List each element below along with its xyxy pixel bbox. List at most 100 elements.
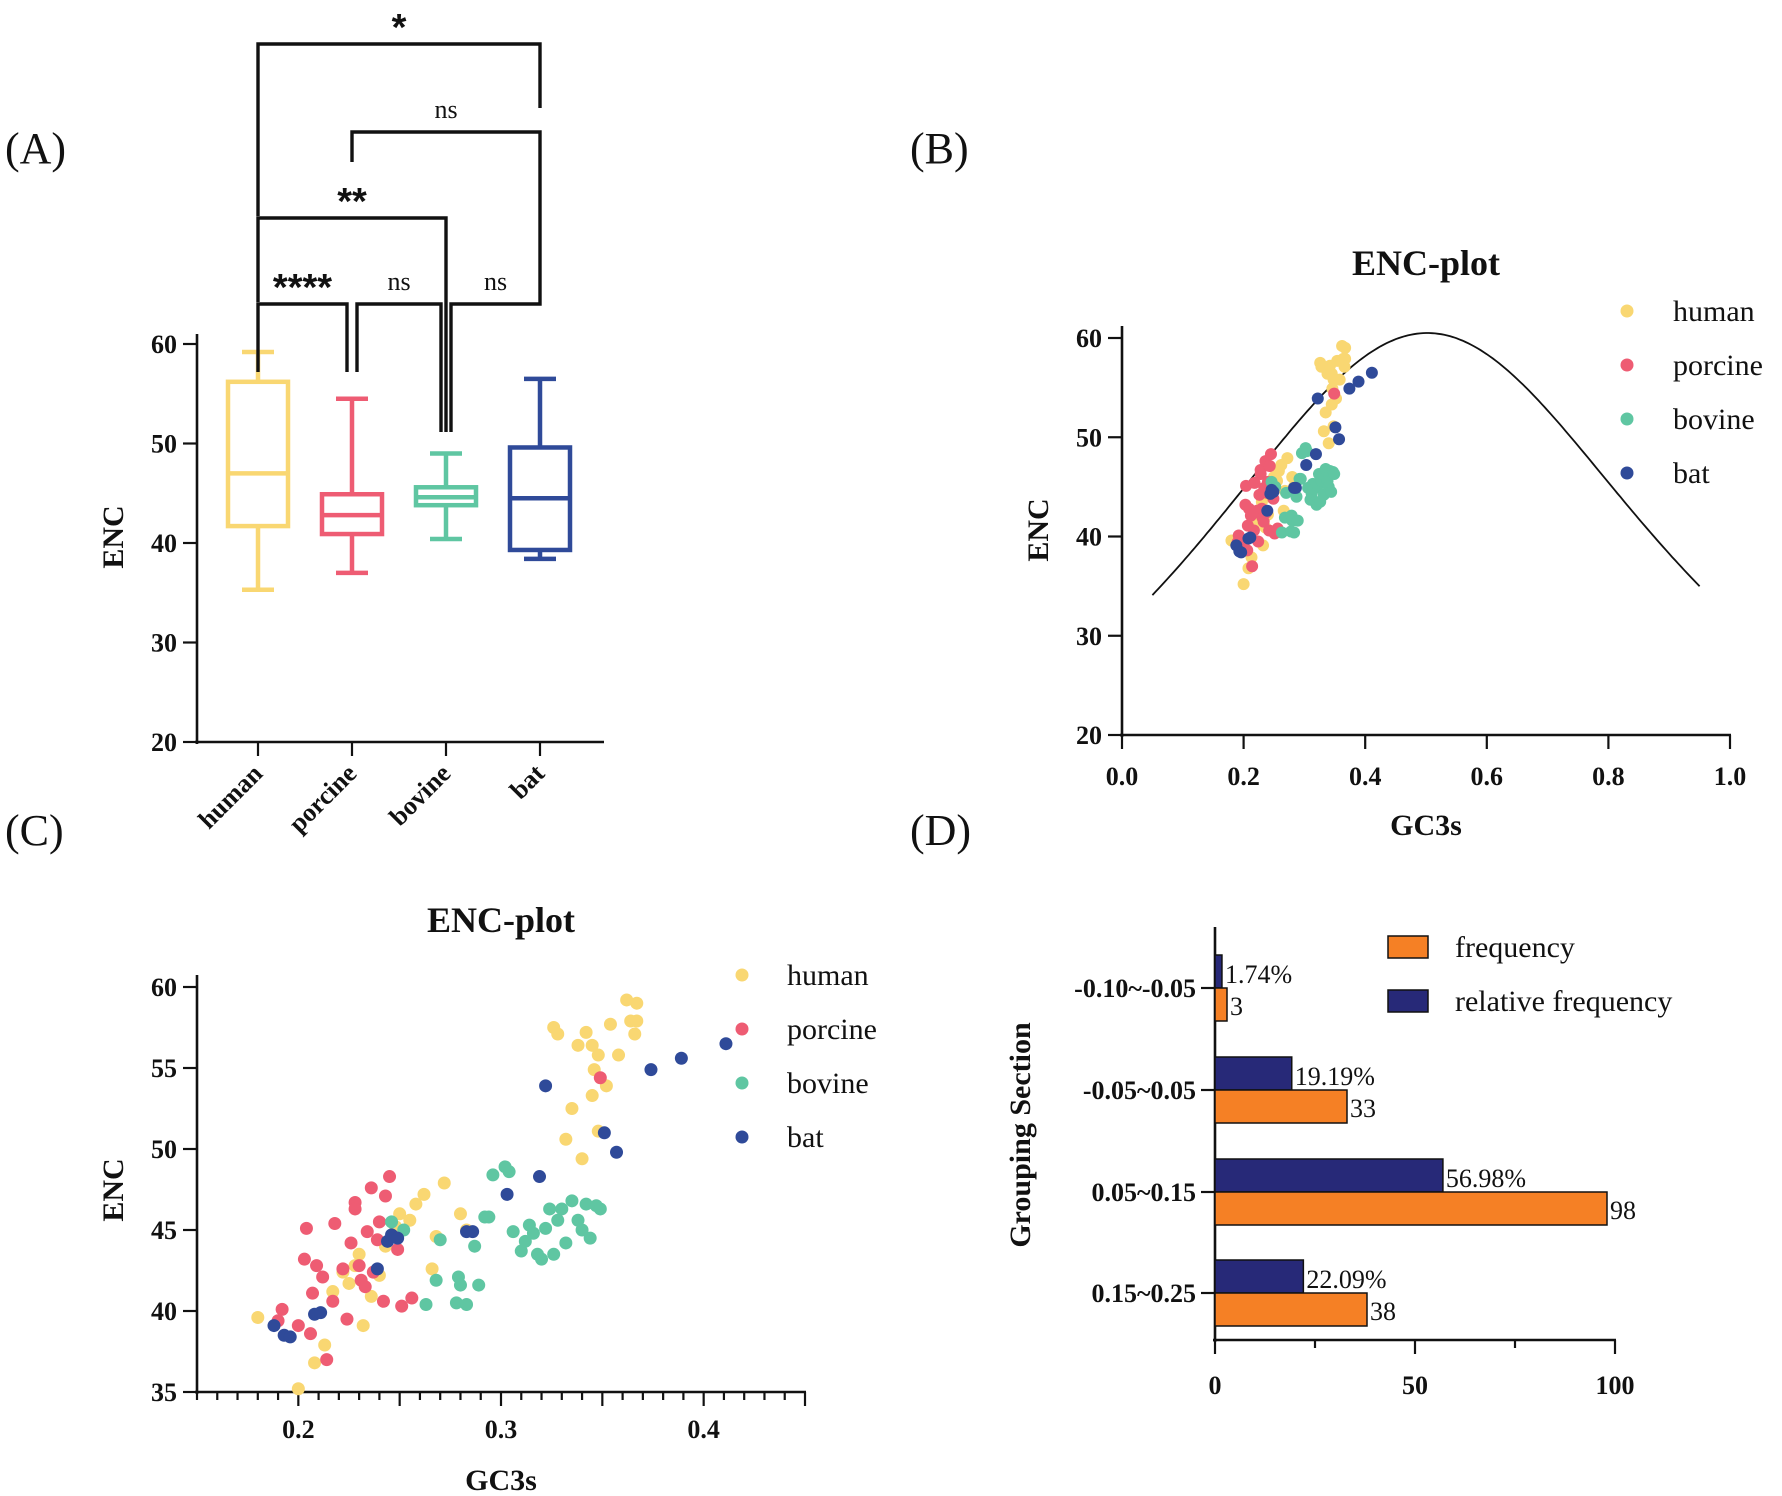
data-point	[1339, 352, 1352, 365]
data-label-frequency: 98	[1610, 1196, 1636, 1225]
data-point	[486, 1168, 500, 1182]
x-tick-label: 0.6	[1471, 762, 1504, 791]
data-point	[1264, 448, 1277, 461]
data-point	[342, 1276, 356, 1290]
data-point	[1328, 467, 1341, 480]
data-point	[565, 1194, 579, 1208]
legend-label-bat: bat	[787, 1121, 824, 1154]
y-tick-label: -0.05~0.05	[1083, 1076, 1196, 1105]
bar-frequency	[1214, 1292, 1368, 1327]
box-iqr	[225, 379, 291, 529]
y-tick-label: 40	[151, 529, 177, 558]
y-tick-label: 30	[151, 629, 177, 658]
data-point	[628, 1027, 642, 1041]
data-point	[453, 1278, 467, 1292]
series-porcine	[271, 1071, 607, 1367]
data-point	[376, 1294, 390, 1308]
y-tick-label: 60	[151, 330, 177, 359]
data-point	[1288, 526, 1301, 539]
significance-bracket	[256, 302, 349, 372]
data-point	[620, 993, 634, 1007]
data-point	[326, 1294, 340, 1308]
data-point	[348, 1202, 362, 1216]
x-tick-label: human	[193, 758, 269, 834]
data-label-relative-frequency: 22.09%	[1306, 1265, 1386, 1294]
significance-label: **	[337, 181, 367, 223]
data-point	[674, 1051, 688, 1065]
significance-bracket	[256, 42, 542, 216]
data-point	[433, 1233, 447, 1247]
panel-b: (B) 20 30 40 50 60 0.0 0.2 0.4 0.6 0.8 1.0 ENC-plot G…	[910, 124, 1763, 842]
data-point	[299, 1221, 313, 1235]
data-point	[425, 1262, 439, 1276]
data-point	[429, 1273, 443, 1287]
data-point	[1289, 481, 1302, 494]
data-point	[575, 1152, 589, 1166]
bar-frequency	[1214, 1089, 1348, 1124]
data-point	[1235, 546, 1248, 559]
legend-label: relative frequency	[1455, 985, 1672, 1018]
data-point	[1309, 448, 1322, 461]
data-point	[644, 1063, 658, 1077]
data-point	[391, 1231, 405, 1245]
x-tick-label: 0.8	[1592, 762, 1625, 791]
significance-label: ****	[273, 267, 332, 309]
data-point	[1281, 452, 1294, 465]
data-point	[603, 1017, 617, 1031]
data-point	[559, 1132, 573, 1146]
data-point	[591, 1048, 605, 1062]
legend-label-bovine: bovine	[787, 1067, 869, 1100]
data-point	[460, 1298, 474, 1312]
series-bat	[267, 1037, 733, 1344]
x-tick-label: 0.3	[485, 1415, 518, 1444]
data-point	[303, 1327, 317, 1341]
data-point	[543, 1202, 557, 1216]
data-point	[1329, 421, 1342, 434]
legend-label-bat: bat	[1673, 457, 1710, 490]
data-point	[306, 1286, 320, 1300]
panel-label: (D)	[910, 806, 971, 855]
x-axis-label: GC3s	[1390, 809, 1462, 842]
y-axis-label: Grouping Section	[1004, 1022, 1037, 1248]
data-point	[437, 1176, 451, 1190]
x-tick-label: 0.4	[687, 1415, 720, 1444]
data-point	[1300, 445, 1313, 458]
data-point	[719, 1037, 733, 1051]
data-point	[518, 1234, 532, 1248]
y-tick-label: 60	[151, 973, 177, 1002]
significance-bracket	[256, 216, 448, 432]
data-point	[533, 1170, 547, 1184]
data-point	[575, 1223, 589, 1237]
data-point	[482, 1210, 496, 1224]
panel-d: (D) 0 50 100 -0.10~-0.05 -0.05~0.05 0.05~0.15 0…	[910, 806, 1672, 1400]
data-point	[336, 1262, 350, 1276]
data-point	[535, 1252, 549, 1266]
data-point	[385, 1215, 399, 1229]
data-point	[251, 1310, 265, 1324]
data-point	[1339, 341, 1352, 354]
legend-label-porcine: porcine	[787, 1013, 877, 1046]
legend-marker-bovine	[1620, 412, 1634, 426]
data-point	[417, 1187, 431, 1201]
data-point	[1254, 467, 1267, 480]
data-point	[383, 1170, 397, 1184]
data-point	[318, 1338, 332, 1352]
data-point	[314, 1306, 328, 1320]
data-point	[1237, 578, 1250, 591]
data-point	[579, 1025, 593, 1039]
y-tick-label: 60	[1076, 324, 1102, 353]
chart-title: ENC-plot	[1352, 243, 1500, 283]
data-point	[352, 1259, 366, 1273]
data-label-frequency: 3	[1230, 992, 1243, 1021]
expected-enc-curve	[1151, 332, 1701, 596]
significance-label: ns	[434, 95, 457, 124]
data-point	[395, 1299, 409, 1313]
box-bovine	[413, 451, 479, 542]
y-axis-label: ENC	[97, 505, 130, 568]
y-tick-label: 50	[1076, 423, 1102, 452]
panel-label: (B)	[910, 124, 969, 173]
legend-marker-bovine	[735, 1076, 749, 1090]
legend-label-porcine: porcine	[1673, 349, 1763, 382]
y-tick-label: 20	[1076, 721, 1102, 750]
